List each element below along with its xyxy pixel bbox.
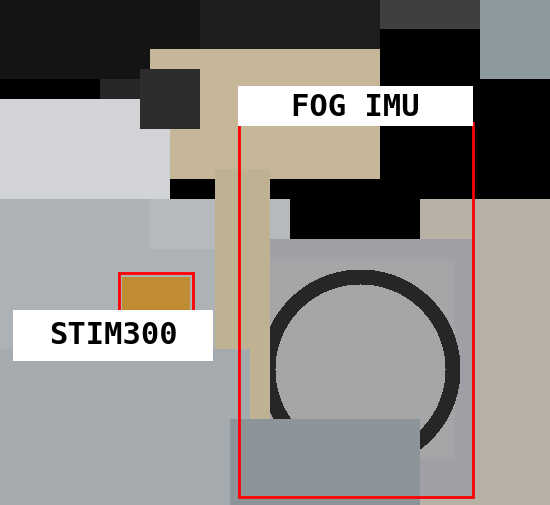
Text: FOG IMU: FOG IMU [291, 92, 419, 121]
Bar [239, 124, 473, 497]
Bar [238, 87, 473, 127]
Bar [13, 311, 213, 361]
Text: STIM300: STIM300 [49, 321, 177, 350]
Bar [119, 274, 193, 347]
